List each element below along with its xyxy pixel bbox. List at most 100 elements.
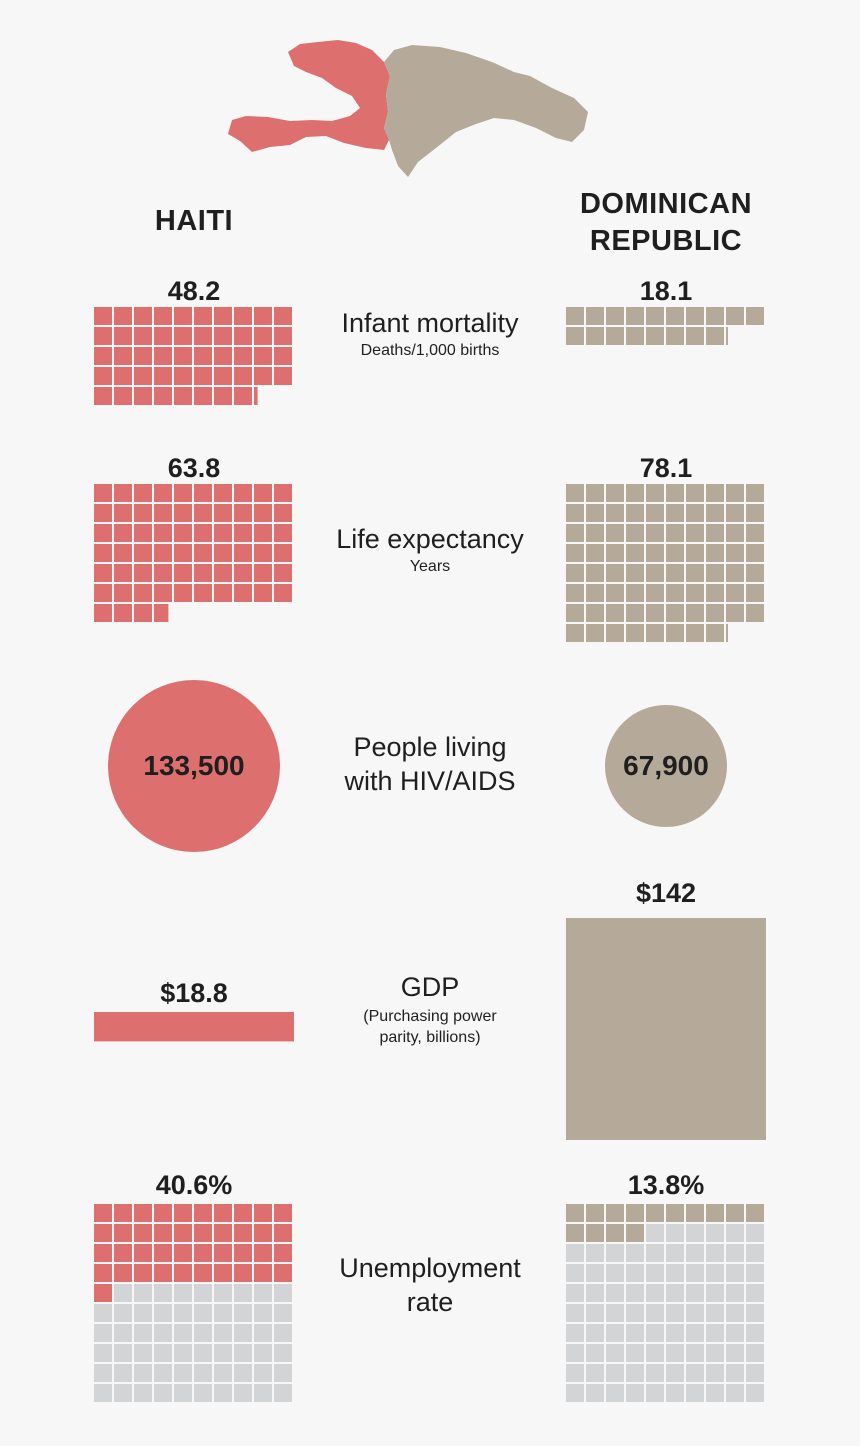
dr-life-expectancy-cell: [726, 484, 744, 502]
dr-unemployment-cell-empty: [626, 1324, 644, 1342]
dr-unemployment-cell-empty: [686, 1364, 704, 1382]
hiv-label: People living with HIV/AIDS: [300, 730, 560, 798]
dr-life-expectancy-cell: [746, 484, 764, 502]
haiti-unemployment-cell-filled: [254, 1244, 272, 1262]
dr-unemployment-cell-empty: [566, 1384, 584, 1402]
haiti-life-expectancy-cell: [174, 564, 192, 582]
haiti-infant-mortality-cell: [194, 367, 212, 385]
dr-unemployment-cell-empty: [666, 1244, 684, 1262]
dr-life-expectancy-cell: [586, 564, 604, 582]
haiti-life-expectancy-cell: [114, 544, 132, 562]
dr-unemployment-cell-empty: [566, 1244, 584, 1262]
haiti-unemployment-cell-empty: [194, 1364, 212, 1382]
dr-life-expectancy-cell: [726, 524, 744, 542]
dr-unemployment-cell-filled: [726, 1204, 744, 1222]
haiti-unemployment-cell-empty: [254, 1304, 272, 1322]
haiti-life-expectancy-cell: [214, 584, 232, 602]
haiti-life-expectancy-cell: [214, 504, 232, 522]
haiti-unemployment-cell-empty: [254, 1364, 272, 1382]
dr-infant-mortality-cell-partial: [726, 327, 728, 345]
haiti-life-expectancy-cell: [114, 564, 132, 582]
haiti-unemployment-cell-empty: [174, 1364, 192, 1382]
haiti-unemployment-cell-empty: [154, 1284, 172, 1302]
haiti-unemployment-cell-empty: [234, 1344, 252, 1362]
dr-unemployment-cell-empty: [566, 1324, 584, 1342]
haiti-unemployment-cell-filled: [194, 1264, 212, 1282]
haiti-life-expectancy-cell: [194, 504, 212, 522]
haiti-unemployment-cell-empty: [174, 1324, 192, 1342]
dr-life-expectancy-cell: [646, 624, 664, 642]
haiti-life-expectancy-cell: [254, 504, 272, 522]
haiti-infant-mortality-cell: [214, 347, 232, 365]
haiti-unemployment-cell-filled: [234, 1244, 252, 1262]
dr-unemployment-cell-empty: [706, 1264, 724, 1282]
haiti-life-expectancy-cell: [274, 524, 292, 542]
haiti-infant-mortality-cell: [174, 327, 192, 345]
dr-life-expectancy-cell: [666, 584, 684, 602]
dr-life-expectancy-cell: [626, 544, 644, 562]
haiti-unemployment-cell-empty: [254, 1324, 272, 1342]
haiti-unemployment-cell-empty: [234, 1364, 252, 1382]
haiti-unemployment-cell-empty: [214, 1304, 232, 1322]
haiti-life-expectancy-cell-partial: [154, 604, 169, 622]
life-expectancy-subtitle: Years: [409, 558, 451, 575]
haiti-unemployment-cell-empty: [194, 1344, 212, 1362]
haiti-life-expectancy-cell: [134, 584, 152, 602]
haiti-unemployment-cell-empty: [274, 1344, 292, 1362]
dr-infant-mortality-cell: [586, 307, 604, 325]
life-expectancy-label: Life expectancy Years: [300, 522, 560, 577]
haiti-unemployment-cell-empty: [114, 1304, 132, 1322]
haiti-life-expectancy-cell: [154, 544, 172, 562]
haiti-unemployment-cell-empty: [234, 1384, 252, 1402]
haiti-unemployment-cell-empty: [174, 1344, 192, 1362]
haiti-life-expectancy-cell: [174, 504, 192, 522]
haiti-unemployment-cell-filled: [214, 1224, 232, 1242]
dr-life-expectancy-cell: [566, 604, 584, 622]
dr-life-expectancy-cell: [646, 604, 664, 622]
haiti-unemployment-value: 40.6%: [155, 1170, 233, 1200]
dr-life-expectancy-cell: [646, 584, 664, 602]
dr-unemployment-cell-filled: [626, 1224, 644, 1242]
dr-unemployment-cell-empty: [626, 1344, 644, 1362]
haiti-unemployment-cell-filled: [134, 1244, 152, 1262]
dr-unemployment-cell-filled: [606, 1224, 624, 1242]
dr-unemployment-cell-empty: [606, 1244, 624, 1262]
haiti-life-expectancy-cell: [194, 544, 212, 562]
haiti-infant-mortality-cell: [254, 347, 272, 365]
haiti-life-expectancy-cell: [234, 484, 252, 502]
haiti-unemployment-cell-filled: [274, 1224, 292, 1242]
haiti-unemployment-cell-filled: [94, 1284, 112, 1302]
dr-infant-mortality-cell: [746, 307, 764, 325]
haiti-infant-mortality-value: 48.2: [167, 276, 221, 306]
haiti-infant-mortality-cell: [94, 327, 112, 345]
haiti-infant-mortality-cell: [194, 387, 212, 405]
dr-unemployment-cell-filled: [566, 1224, 584, 1242]
dr-unemployment-cell-empty: [746, 1224, 764, 1242]
haiti-unemployment-cell-filled: [274, 1264, 292, 1282]
dr-unemployment-cell-filled: [586, 1224, 604, 1242]
dr-unemployment-cell-empty: [686, 1384, 704, 1402]
dr-unemployment-cell-empty: [666, 1344, 684, 1362]
haiti-life-expectancy-cell: [214, 564, 232, 582]
dr-unemployment-cell-empty: [626, 1304, 644, 1322]
dr-unemployment-cell-empty: [726, 1344, 744, 1362]
dr-life-expectancy-cell: [686, 524, 704, 542]
dr-infant-mortality-cell: [666, 307, 684, 325]
haiti-life-expectancy-cell: [254, 484, 272, 502]
haiti-unemployment-cell-empty: [114, 1384, 132, 1402]
dr-life-expectancy-cell: [626, 624, 644, 642]
haiti-infant-mortality-cell: [274, 307, 292, 325]
haiti-infant-mortality-cell-partial: [254, 387, 258, 405]
dr-infant-mortality-cell: [566, 307, 584, 325]
haiti-infant-mortality-cell: [114, 327, 132, 345]
haiti-life-expectancy-cell: [94, 604, 112, 622]
dr-life-expectancy-cell: [566, 624, 584, 642]
dr-life-expectancy-cell: [686, 484, 704, 502]
haiti-infant-mortality-cell: [154, 347, 172, 365]
dr-life-expectancy-cell: [606, 484, 624, 502]
dr-unemployment-cell-empty: [746, 1304, 764, 1322]
dr-life-expectancy-cell: [726, 504, 744, 522]
dr-life-expectancy-cell: [746, 544, 764, 562]
haiti-unemployment-cell-empty: [134, 1384, 152, 1402]
